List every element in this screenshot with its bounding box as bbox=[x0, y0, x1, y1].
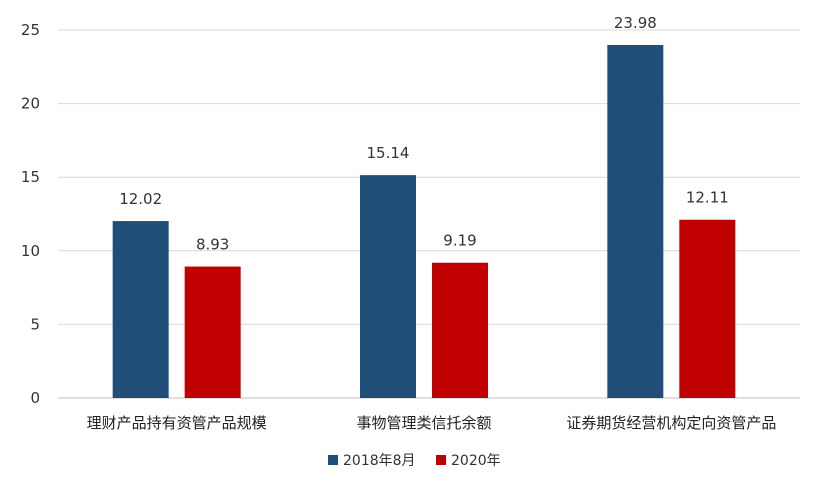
y-tick-label-0: 0 bbox=[30, 389, 40, 407]
bar-s0-c2 bbox=[607, 45, 664, 398]
legend: 2018年8月 2020年 bbox=[328, 453, 501, 469]
data-labels: 12.02 8.93 15.14 9.19 23.98 12.11 bbox=[119, 14, 729, 254]
legend-swatch-0 bbox=[328, 455, 338, 465]
category-label-1: 事物管理类信托余额 bbox=[356, 414, 491, 432]
y-tick-label-3: 15 bbox=[21, 168, 40, 186]
bar-s0-c1 bbox=[360, 175, 416, 398]
data-label-s0-c0: 12.02 bbox=[119, 190, 162, 208]
legend-label-0: 2018年8月 bbox=[343, 453, 416, 469]
bar-s0-c0 bbox=[112, 221, 169, 398]
bar-s1-c2 bbox=[679, 219, 736, 398]
bar-s1-c1 bbox=[432, 262, 488, 398]
data-label-s1-c2: 12.11 bbox=[686, 189, 729, 207]
y-tick-label-5: 25 bbox=[21, 21, 40, 39]
data-label-s1-c1: 9.19 bbox=[443, 232, 476, 250]
data-label-s1-c0: 8.93 bbox=[196, 236, 229, 254]
category-label-2: 证券期货经营机构定向资管产品 bbox=[566, 414, 776, 432]
data-label-s0-c1: 15.14 bbox=[367, 144, 410, 162]
y-tick-label-2: 10 bbox=[21, 242, 40, 260]
category-labels: 理财产品持有资管产品规模 事物管理类信托余额 证券期货经营机构定向资管产品 bbox=[87, 414, 777, 432]
legend-swatch-1 bbox=[436, 455, 446, 465]
gridlines bbox=[58, 29, 800, 399]
y-tick-label-4: 20 bbox=[21, 95, 40, 113]
data-label-s0-c2: 23.98 bbox=[614, 14, 657, 32]
y-axis-ticks: 0 5 10 15 20 25 bbox=[21, 21, 40, 407]
bar-s1-c0 bbox=[184, 266, 241, 398]
bars bbox=[112, 45, 736, 398]
legend-label-1: 2020年 bbox=[451, 453, 501, 469]
category-label-0: 理财产品持有资管产品规模 bbox=[87, 414, 267, 432]
y-tick-label-1: 5 bbox=[30, 315, 40, 333]
